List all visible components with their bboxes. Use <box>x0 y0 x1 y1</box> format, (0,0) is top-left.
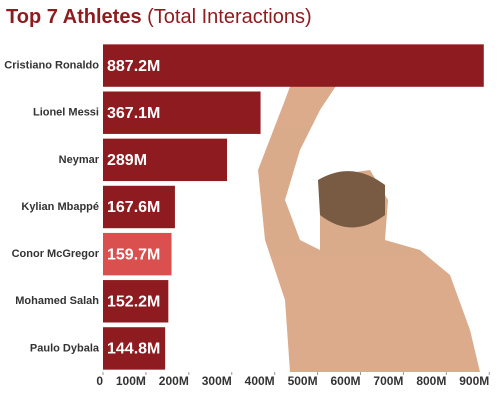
x-tick-label: 100M <box>116 374 146 388</box>
category-label: Lionel Messi <box>33 107 99 119</box>
x-tick-label: 200M <box>159 374 189 388</box>
bar <box>103 44 484 87</box>
x-tick-label: 500M <box>288 374 318 388</box>
chart-subtitle: (Total Interactions) <box>147 6 312 28</box>
photo-head <box>318 171 385 228</box>
x-tick-label: 0 <box>96 374 103 388</box>
value-label: 887.2M <box>107 58 160 75</box>
category-label: Conor McGregor <box>12 248 100 260</box>
category-label: Mohamed Salah <box>15 295 99 307</box>
x-tick-label: 300M <box>202 374 232 388</box>
category-label: Paulo Dybala <box>30 342 100 354</box>
chart-title: Top 7 Athletes <box>6 6 142 28</box>
value-label: 167.6M <box>107 199 160 216</box>
x-tick-label: 800M <box>416 374 446 388</box>
bar <box>103 327 166 370</box>
bar <box>103 232 172 276</box>
bar <box>103 185 175 229</box>
bar <box>103 138 228 182</box>
value-label: 159.7M <box>107 246 160 263</box>
category-label: Kylian Mbappé <box>21 201 99 213</box>
bar <box>103 91 261 134</box>
value-label: 152.2M <box>107 294 160 311</box>
bar <box>103 280 169 323</box>
x-tick-label: 400M <box>245 374 275 388</box>
value-label: 144.8M <box>107 341 160 358</box>
x-tick-label: 600M <box>330 374 360 388</box>
value-label: 289M <box>107 152 147 169</box>
athlete-photo <box>258 55 480 372</box>
x-tick-label: 700M <box>373 374 403 388</box>
category-label: Cristiano Ronaldo <box>4 59 99 71</box>
value-label: 367.1M <box>107 105 160 122</box>
chart-title-group: Top 7 Athletes (Total Interactions) <box>6 6 312 28</box>
category-label: Neymar <box>59 154 100 166</box>
x-tick-label: 900M <box>459 374 489 388</box>
